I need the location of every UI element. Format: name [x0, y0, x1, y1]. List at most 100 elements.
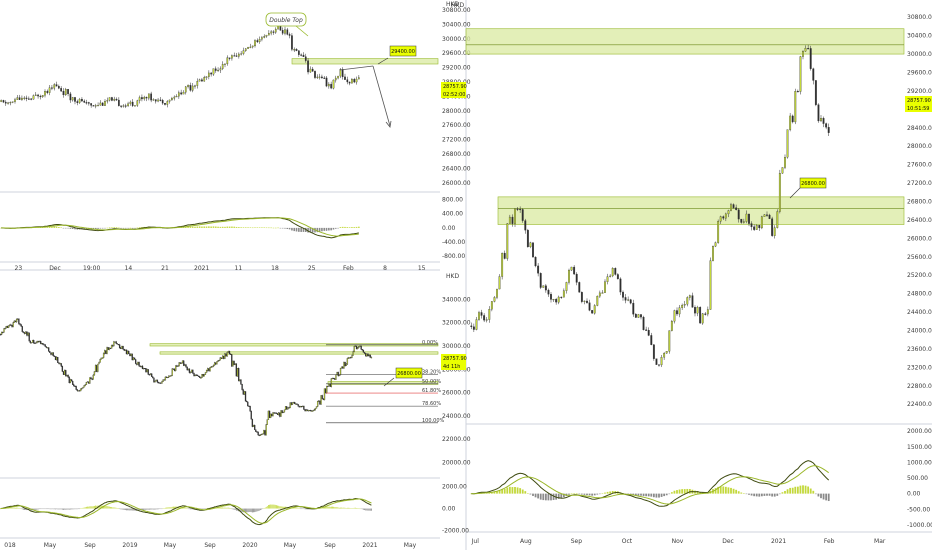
- bl-candle: [233, 360, 235, 365]
- bl-candle: [4, 327, 6, 330]
- r-candle: [660, 357, 663, 366]
- r-hist-bar: [570, 493, 573, 495]
- tl-time-tick-label: 25: [308, 265, 316, 272]
- bl-candle: [58, 362, 60, 364]
- tl-level-pointer: [377, 57, 389, 65]
- tl-candle: [83, 100, 86, 103]
- tl-hist-bar: [141, 227, 143, 228]
- bl-candle: [250, 410, 252, 420]
- bl-hist-bar: [231, 508, 233, 510]
- bl-hist-bar: [108, 506, 110, 509]
- bl-candle: [204, 372, 207, 375]
- bl-candle: [321, 395, 323, 399]
- bl-hist-bar: [142, 508, 143, 511]
- tl-hist-bar: [323, 227, 326, 231]
- r-candle: [730, 204, 732, 211]
- bl-hist-bar: [229, 507, 230, 509]
- r-hist-bar: [606, 491, 609, 494]
- bl-hist-bar: [295, 507, 297, 509]
- bl-candle: [14, 320, 17, 323]
- bl-candle: [328, 383, 330, 387]
- tl-candle: [159, 99, 162, 101]
- bl-candle: [139, 365, 141, 367]
- bl-candle: [146, 369, 148, 373]
- r-hist-bar: [568, 493, 570, 495]
- r-hist-bar: [493, 491, 496, 494]
- tl-candle: [332, 79, 335, 89]
- tl-candle: [284, 29, 286, 34]
- tl-hist-bar: [233, 226, 236, 228]
- r-hist-bar: [526, 493, 529, 494]
- bl-price-tick-label: 20000.00: [442, 459, 471, 466]
- r-candle: [701, 313, 704, 324]
- bl-candle: [109, 347, 112, 350]
- tl-price-tick-label: 29200.00: [442, 65, 471, 72]
- bl-candle: [142, 368, 145, 370]
- tl-candle: [143, 96, 146, 100]
- bl-candle: [47, 347, 50, 352]
- bl-candle: [274, 412, 276, 414]
- r-level-label: 26800.00: [789, 177, 827, 199]
- bl-candle: [235, 363, 238, 377]
- bl-candle: [152, 376, 154, 379]
- bl-candle: [324, 388, 327, 394]
- bl-hist-bar: [274, 504, 276, 509]
- bl-candle: [29, 340, 31, 343]
- bl-hist-bar: [179, 506, 181, 509]
- r-hist-bar: [542, 493, 545, 501]
- bl-candle: [155, 379, 157, 382]
- tl-hist-bar: [348, 227, 351, 228]
- bl-hist-bar: [79, 508, 80, 510]
- tl-candle: [99, 102, 102, 106]
- bl-hist-bar: [368, 508, 370, 511]
- bl-hist-bar: [10, 507, 12, 509]
- r-time-tick-label: Aug: [520, 538, 532, 545]
- tl-candle: [136, 100, 139, 106]
- tl-candle: [81, 98, 83, 102]
- tl-candle: [62, 90, 65, 96]
- tl-hist-bar: [210, 226, 212, 228]
- bl-hist-bar: [345, 508, 347, 509]
- bl-candle: [23, 332, 26, 334]
- tl-hist-bar: [337, 227, 339, 229]
- tl-candle: [208, 72, 210, 77]
- r-hist-bar: [552, 493, 555, 501]
- bl-candle: [91, 378, 93, 380]
- bl-candle: [49, 351, 51, 353]
- r-hist-bar: [727, 487, 730, 494]
- bl-candle: [85, 382, 88, 385]
- r-hist-bar: [696, 491, 699, 494]
- r-hist-bar: [580, 493, 583, 495]
- r-candle: [740, 218, 743, 223]
- bl-candle: [193, 373, 195, 377]
- r-candle: [490, 301, 493, 310]
- fib-level-label: 100.00%: [422, 418, 444, 424]
- bl-hist-bar: [80, 508, 82, 510]
- bl-candle: [344, 362, 346, 367]
- bl-candle: [102, 353, 105, 358]
- bl-candle: [268, 410, 271, 418]
- bl-candle: [38, 341, 41, 343]
- bl-candle: [130, 353, 132, 357]
- bl-candle: [18, 318, 20, 324]
- r-hist-bar: [496, 491, 498, 494]
- tl-candle: [180, 92, 182, 95]
- r-candle: [678, 307, 681, 315]
- bl-candle: [26, 331, 28, 336]
- r-hist-bar: [508, 486, 511, 494]
- r-candle: [575, 273, 578, 283]
- r-candle: [570, 266, 573, 271]
- bl-hist-bar: [49, 508, 51, 510]
- tl-hist-bar: [71, 227, 74, 229]
- tl-hist-bar: [191, 226, 194, 228]
- tl-hist-bar: [138, 227, 141, 228]
- tl-candle: [191, 85, 194, 91]
- bl-candle: [129, 353, 131, 357]
- r-hist-bar: [719, 486, 722, 494]
- r-candle: [771, 218, 774, 236]
- bl-candle: [271, 413, 273, 417]
- bl-hist-bar: [130, 508, 132, 511]
- r-candle: [521, 209, 524, 221]
- tl-hist-bar: [69, 227, 72, 229]
- bl-candle: [122, 345, 124, 350]
